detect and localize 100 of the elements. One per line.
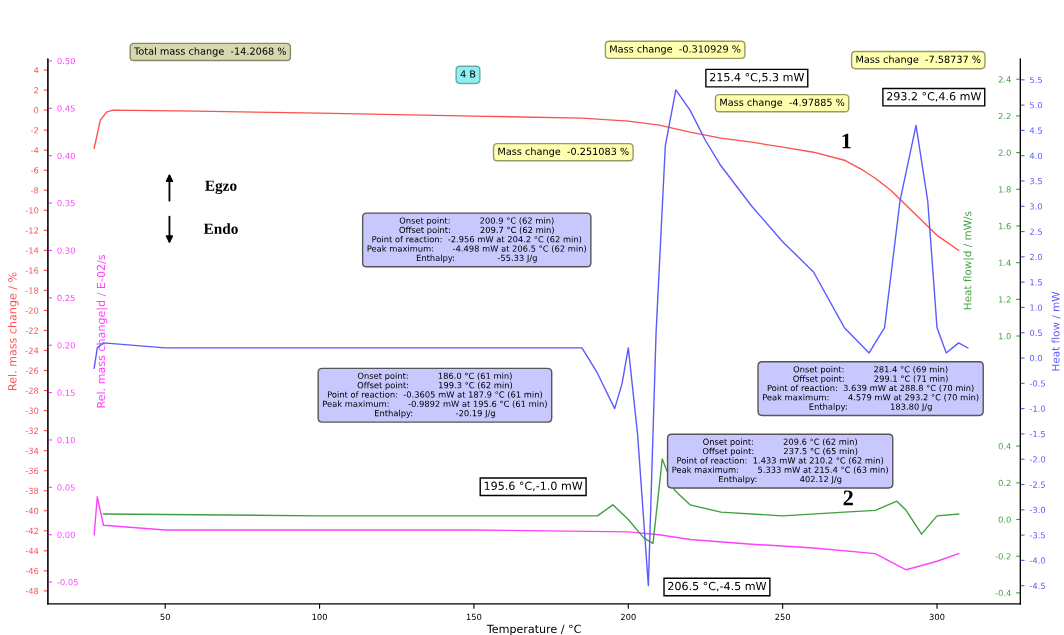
x-tick-label: 300 [929,613,945,621]
y-tick-label: -12 [25,227,39,234]
annotation: 215.4 °C,5.3 mW [710,72,805,83]
y2-tick-label: 0.45 [57,105,75,112]
y-tick-label: -0.4 [995,589,1011,597]
x-tick-label: 200 [620,613,636,621]
y2-axis-title: Heat flow / mW [1051,291,1061,371]
annotation: Onset point: 186.0 °C (61 min) Offset point: 199.3 °C (62 min) Point of reaction: -0.3605 mW at 187.9 °C (61 min) Peak maximum: -0.9892 mW at 195.6 °C (61 min) Enthalpy: -20.19 J/g [323,372,547,418]
y-tick-label: -48 [25,587,39,595]
annotation: Onset point: 200.9 °C (62 min) Offset point: 209.7 °C (62 min) Point of reaction: -2.956 mW at 204.2 °C (62 min) Peak maximum: -4.498 mW at 206.5 °C (62 min) Enthalpy: -55.33 J/g [367,217,586,263]
y2-tick-label: -0.5 [1029,380,1045,387]
y-axis-title: Rel. mass change / % [7,272,19,390]
y-tick-label: -32 [25,427,39,434]
y2-tick-label: 0.20 [57,342,75,349]
y2-tick-label: 0.35 [57,200,75,207]
y-tick-label: 1.4 [999,259,1011,266]
y-tick-label: -16 [25,267,39,274]
annotation: 1 [842,133,851,149]
y-tick-label: -36 [25,467,39,474]
x-axis-title: Temperature / °C [486,624,581,635]
y2-tick-label: 5.5 [1030,76,1042,84]
y-axis-title: Heat flow|d / mW/s [963,211,974,310]
y-tick-label: -8 [30,187,39,194]
y-tick-label: 0.0 [998,516,1011,523]
line-series [102,458,960,545]
y2-tick-label: 0.05 [57,484,75,491]
y2-tick-label: 2.5 [1030,228,1042,235]
y2-tick-label: 1.0 [1030,304,1043,311]
line-series [93,109,960,252]
y2-tick-label: 0.00 [57,531,75,538]
y2-tick-label: -3.5 [1029,532,1045,539]
y-tick-label: 4 [33,67,39,74]
y2-tick-label: 1.5 [1030,279,1042,286]
y2-tick-label: 5.0 [1030,102,1043,109]
annotation: 195.6 °C,-1.0 mW [484,481,583,492]
y2-tick-label: 0.0 [1029,355,1043,362]
y2-tick-label: -2.0 [1029,456,1046,463]
annotation: Mass change -7.58737 % [856,55,981,65]
y-tick-label: -40 [25,507,39,515]
annotation: 206.5 °C,-4.5 mW [668,581,767,592]
y2-tick-label: 3.0 [1030,203,1043,210]
y-tick-label: -10 [25,207,39,214]
y-tick-label: -26 [25,367,39,374]
y2-tick-label: -0.05 [57,579,78,586]
y2-tick-label: 4.5 [1029,127,1042,134]
y2-tick-label: 0.15 [57,389,75,396]
y-tick-label: 2 [34,87,39,94]
y2-tick-label: -3.0 [1029,506,1046,514]
y-tick-label: -42 [25,527,39,534]
y-tick-label: -18 [25,287,39,294]
y-tick-label: 2.0 [998,149,1011,156]
y2-tick-label: 0.30 [57,247,75,254]
y2-tick-label: 0.50 [57,57,75,65]
y2-tick-label: 0.5 [1029,329,1042,337]
x-tick-label: 100 [312,613,327,621]
y-tick-label: 0.4 [998,443,1011,450]
y-tick-label: -2 [30,127,39,134]
y-tick-label: -0.2 [995,553,1011,560]
annotation: Onset point: 209.6 °C (62 min) Offset point: 237.5 °C (65 min) Point of reaction: 1.433 mW at 210.2 °C (62 min) Peak maximum: 5.333 mW at 215.4 °C (63 min) Enthalpy: 402.12 J/g [672,438,888,484]
y-tick-label: 1.8 [999,186,1011,193]
annotation: Onset point: 281.4 °C (69 min) Offset point: 299.1 °C (71 min) Point of reaction: 3.639 mW at 288.8 °C (70 min) Peak maximum: 4.579 mW at 293.2 °C (70 min) Enthalpy: 183.80 J/g [762,365,979,412]
annotation: Mass change -4.97885 % [720,98,845,108]
y2-tick-label: 0.10 [57,436,75,444]
y2-tick-label: -4.0 [1029,557,1046,564]
y-tick-label: 2.2 [998,112,1011,120]
y-tick-label: -44 [25,547,39,554]
y-tick-label: 1.6 [999,222,1011,230]
y2-tick-label: 4.0 [1029,152,1043,159]
text: Total mass change -14.2068 % [134,47,286,57]
y2-tick-label: -1.0 [1029,405,1046,412]
x-tick-label: 50 [160,613,170,621]
y-tick-label: 0.2 [998,479,1011,487]
y2-tick-label: -4.5 [1029,582,1045,589]
annotation: 2 [843,490,853,506]
y-tick-label: -24 [25,347,39,354]
x-tick-label: 250 [775,613,791,621]
x-tick-label: 150 [466,613,482,621]
y2-tick-label: 2.0 [1030,253,1043,261]
y-tick-label: -38 [25,487,39,494]
y2-tick-label: 3.5 [1030,177,1042,185]
text: Mass change -0.310929 % [610,45,741,55]
y-tick-label: 2.4 [998,76,1011,83]
y-tick-label: -30 [25,407,39,414]
y-tick-label: -20 [25,307,39,314]
y-tick-label: -34 [25,447,39,454]
y-tick-label: -6 [30,167,39,174]
annotation: 4 B [460,70,476,78]
y-tick-label: 1.0 [999,333,1011,340]
annotation: Mass change -0.251083 % [498,147,629,157]
y2-tick-label: 0.25 [57,294,75,302]
y2-tick-label: -1.5 [1029,431,1045,438]
y-tick-label: -46 [25,567,39,575]
annotation: Endo [203,223,238,234]
y-tick-label: -14 [25,247,39,254]
y-tick-label: 0 [34,107,39,114]
y-tick-label: -22 [25,327,39,334]
y2-tick-label: -2.5 [1029,481,1045,488]
y-tick-label: -28 [25,387,39,394]
y2-axis-title: Rel. mass change|d / E-02/s [96,254,108,408]
annotation: 293.2 °C,4.6 mW [887,92,982,102]
